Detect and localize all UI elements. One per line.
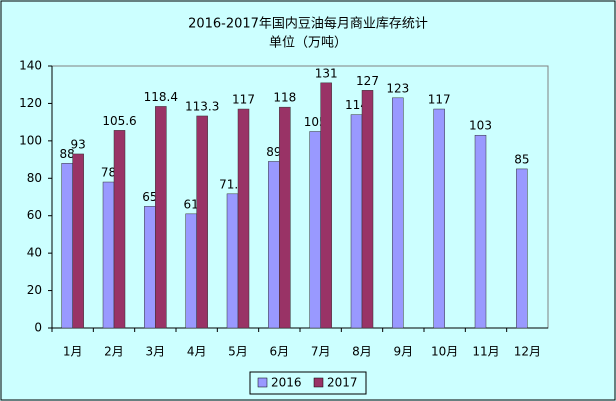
- bar: [474, 134, 487, 329]
- legend-swatch: [313, 377, 324, 388]
- bar: [155, 106, 167, 329]
- bar: [237, 108, 250, 329]
- bar: [433, 108, 445, 329]
- x-tick-label: 8月: [352, 345, 372, 359]
- x-tick-label: 1月: [63, 345, 83, 359]
- x-tick-label: 11月: [472, 345, 499, 359]
- bar: [309, 131, 321, 329]
- plot-area: [51, 65, 549, 329]
- y-tick-label: 140: [19, 59, 42, 73]
- bar: [320, 82, 332, 329]
- bar: [361, 90, 374, 329]
- x-tick-label: 6月: [270, 345, 290, 359]
- chart-title: 2016-2017年国内豆油每月商业库存统计: [188, 16, 428, 32]
- data-label: 85: [514, 152, 529, 166]
- data-label: 103: [469, 119, 492, 133]
- data-label: 118.4: [144, 90, 178, 104]
- chart-subtitle: 单位（万吨）: [269, 36, 347, 51]
- data-label: 93: [71, 137, 86, 151]
- data-label: 117: [428, 93, 451, 107]
- y-tick-label: 20: [27, 283, 42, 297]
- legend-swatch: [257, 377, 268, 388]
- legend-label: 2016: [271, 376, 302, 390]
- x-tick-label: 3月: [146, 345, 166, 359]
- data-label: 65: [142, 190, 157, 204]
- data-label: 131: [315, 66, 338, 80]
- bar: [279, 106, 291, 329]
- x-tick-label: 7月: [311, 345, 331, 359]
- data-label: 105.6: [102, 114, 136, 128]
- bar: [113, 130, 126, 329]
- data-label: 127: [356, 74, 379, 88]
- bar: [268, 161, 280, 329]
- legend-box: [249, 371, 367, 395]
- bar: [516, 168, 528, 329]
- bar: [350, 114, 363, 329]
- x-tick-label: 12月: [514, 345, 541, 359]
- bar: [392, 97, 404, 329]
- y-tick-label: 100: [19, 133, 42, 147]
- x-tick-label: 10月: [431, 345, 458, 359]
- bar: [61, 163, 73, 329]
- data-label: 61: [184, 197, 199, 211]
- bar: [226, 193, 239, 329]
- x-tick-label: 4月: [187, 345, 207, 359]
- bar: [72, 153, 84, 329]
- bar: [185, 213, 197, 329]
- data-label: 78: [101, 166, 116, 180]
- y-tick-label: 0: [34, 321, 42, 335]
- data-label: 89: [266, 145, 281, 159]
- y-tick-label: 40: [27, 246, 42, 260]
- bar: [102, 181, 115, 329]
- data-label: 113.3: [185, 99, 219, 113]
- y-tick-label: 60: [27, 208, 42, 222]
- bar: [196, 115, 208, 329]
- x-tick-label: 5月: [228, 345, 248, 359]
- x-tick-label: 9月: [394, 345, 414, 359]
- data-label: 88: [60, 147, 75, 161]
- y-tick-label: 80: [27, 171, 42, 185]
- bar: [144, 206, 156, 329]
- legend-label: 2017: [327, 376, 358, 390]
- y-tick-label: 120: [19, 96, 42, 110]
- data-label: 118: [273, 91, 296, 105]
- data-label: 123: [386, 81, 409, 95]
- data-label: 117: [232, 93, 255, 107]
- x-tick-label: 2月: [104, 345, 124, 359]
